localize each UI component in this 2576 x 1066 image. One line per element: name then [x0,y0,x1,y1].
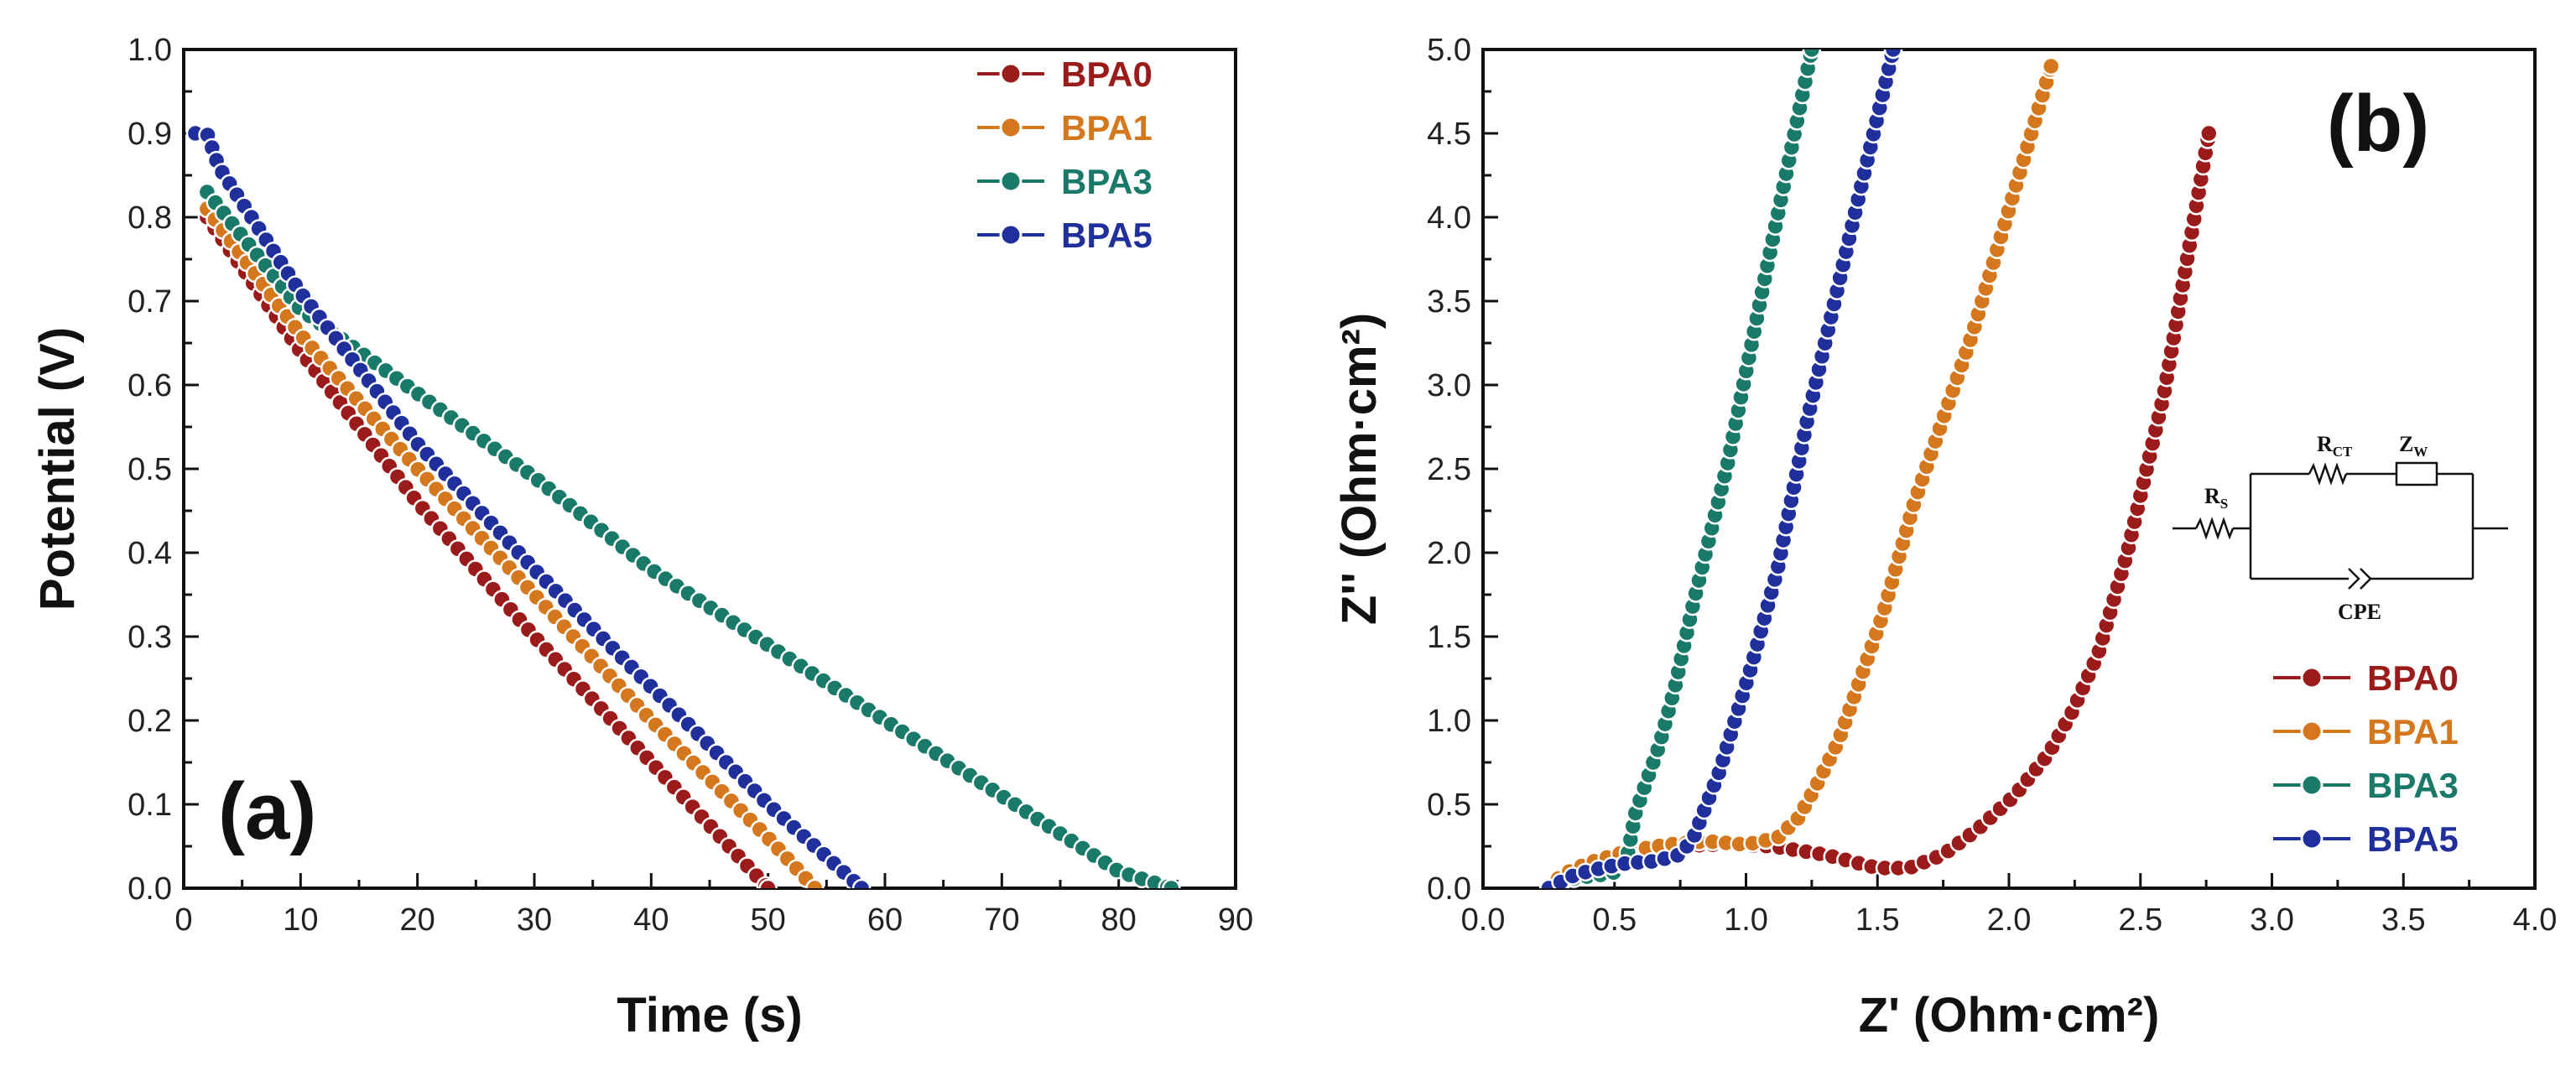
circuit-resistor-rs-icon [2194,517,2235,540]
x-tick-label: 90 [1218,902,1253,938]
x-tick-label: 3.0 [2250,902,2294,938]
series-line-bpa3 [206,190,1172,888]
data-point [1883,49,1903,60]
panel-b-y-axis-title: Z'' (Ohm·cm²) [1332,313,1387,625]
equivalent-circuit-inset [2173,461,2508,590]
x-tick-label: 60 [867,902,903,938]
y-tick-label: 3.0 [1427,368,1471,403]
legend-label-bpa3: BPA3 [1061,162,1153,201]
circuit-label-rs: RS [2204,484,2228,512]
x-tick-label: 0.5 [1592,902,1637,938]
panel-a-ticks: 0 10 20 30 40 50 60 70 80 90 0.0 0.1 0.2 0.3 0.4 0.5 0.6… [127,33,1253,938]
panel-a-y-axis-title: Potential (V) [30,327,85,611]
circuit-resistor-rct-icon [2308,462,2348,486]
data-point [2199,123,2219,143]
panel-a-legend: BPA0 BPA1 BPA3 BPA5 [977,55,1153,255]
series-bpa1 [1539,56,2061,888]
data-point [851,878,872,888]
circuit-label-cpe: CPE [2338,600,2381,624]
legend-label-bpa1: BPA1 [1061,108,1153,148]
panel-b-plot-frame [1481,48,2537,890]
legend-label-bpa5: BPA5 [2367,819,2459,859]
y-tick-label: 4.0 [1427,200,1471,236]
legend-swatch-marker [2300,773,2324,797]
series-bpa5 [185,123,872,888]
series-bpa1 [197,199,825,888]
circuit-warburg-icon [2395,461,2438,486]
panel-b-legend: BPA0 BPA1 BPA3 BPA5 [2273,658,2459,859]
x-tick-label: 2.0 [1987,902,2032,938]
series-bpa3 [197,182,1181,888]
x-tick-label: 10 [283,902,318,938]
y-tick-label: 0.5 [127,452,172,487]
series-bpa5 [1539,49,1903,888]
x-tick-label: 50 [751,902,786,938]
y-tick-label: 0.8 [127,200,172,236]
y-tick-label: 0.0 [127,871,172,907]
series-bpa3 [1539,49,1822,888]
y-tick-label: 2.0 [1427,536,1471,571]
panel-a-chart: 0 10 20 30 40 50 60 70 80 90 0.0 0.1 0.2 0.3 0.4 0.5 0.6… [30,33,1253,1043]
legend-label-bpa3: BPA3 [2367,766,2459,805]
circuit-cpe-icon-1 [2348,568,2360,590]
panel-b-label: (b) [2327,79,2430,169]
x-tick-label: 1.5 [1855,902,1900,938]
data-point [2041,56,2061,76]
y-tick-label: 0.4 [127,536,172,571]
legend-label-bpa0: BPA0 [2367,658,2459,698]
panel-b-chart: 0.0 0.5 1.0 1.5 2.0 2.5 3.0 3.5 4.0 0.0 0.5 1.0 1.5 2… [1332,33,2557,1043]
data-point [1802,49,1822,60]
x-tick-label: 2.5 [2118,902,2162,938]
x-tick-label: 20 [400,902,435,938]
legend-swatch-marker [999,116,1023,139]
panel-a-label: (a) [218,767,316,856]
panel-b-ticks: 0.0 0.5 1.0 1.5 2.0 2.5 3.0 3.5 4.0 0.0 0.5 1.0 1.5 2… [1427,33,2557,938]
y-tick-label: 0.9 [127,117,172,152]
x-tick-label: 1.0 [1724,902,1768,938]
x-tick-label: 0.0 [1461,902,1506,938]
legend-swatch-marker [999,223,1023,247]
legend-swatch-marker [2300,827,2324,850]
y-tick-label: 4.5 [1427,117,1471,152]
legend-swatch-marker [2300,666,2324,689]
y-tick-label: 2.5 [1427,452,1471,487]
x-tick-label: 70 [984,902,1019,938]
circuit-cpe-icon-2 [2360,568,2372,590]
y-tick-label: 0.3 [127,620,172,655]
legend-swatch-marker [999,169,1023,193]
x-tick-label: 40 [633,902,669,938]
legend-label-bpa5: BPA5 [1061,216,1153,255]
y-tick-label: 0.1 [127,788,172,823]
y-tick-label: 1.0 [127,33,172,68]
x-tick-label: 0 [174,902,192,938]
y-tick-label: 1.5 [1427,620,1471,655]
y-tick-label: 5.0 [1427,33,1471,68]
y-tick-label: 1.0 [1427,704,1471,739]
series-line-bpa3 [1548,49,1814,888]
x-tick-label: 80 [1101,902,1137,938]
legend-swatch-marker [2300,720,2324,743]
data-point [1162,878,1181,888]
data-point [758,878,778,888]
circuit-label-rct: RCT [2317,432,2353,460]
y-tick-label: 0.0 [1427,871,1471,907]
y-tick-label: 0.5 [1427,788,1471,823]
panel-a-x-axis-title: Time (s) [617,988,802,1043]
y-tick-label: 0.7 [127,284,172,320]
panel-b-x-axis-title: Z' (Ohm·cm²) [1859,988,2160,1043]
panel-b-series [1539,49,2219,888]
y-tick-label: 0.6 [127,368,172,403]
circuit-label-zw: ZW [2399,432,2428,460]
legend-label-bpa1: BPA1 [2367,712,2459,751]
y-tick-label: 0.2 [127,704,172,739]
legend-swatch-marker [999,62,1023,86]
data-point [805,878,825,888]
x-tick-label: 4.0 [2513,902,2558,938]
y-tick-label: 3.5 [1427,284,1471,320]
x-tick-label: 30 [517,902,552,938]
x-tick-label: 3.5 [2381,902,2426,938]
legend-label-bpa0: BPA0 [1061,55,1153,94]
panel-a-series [185,123,1181,888]
